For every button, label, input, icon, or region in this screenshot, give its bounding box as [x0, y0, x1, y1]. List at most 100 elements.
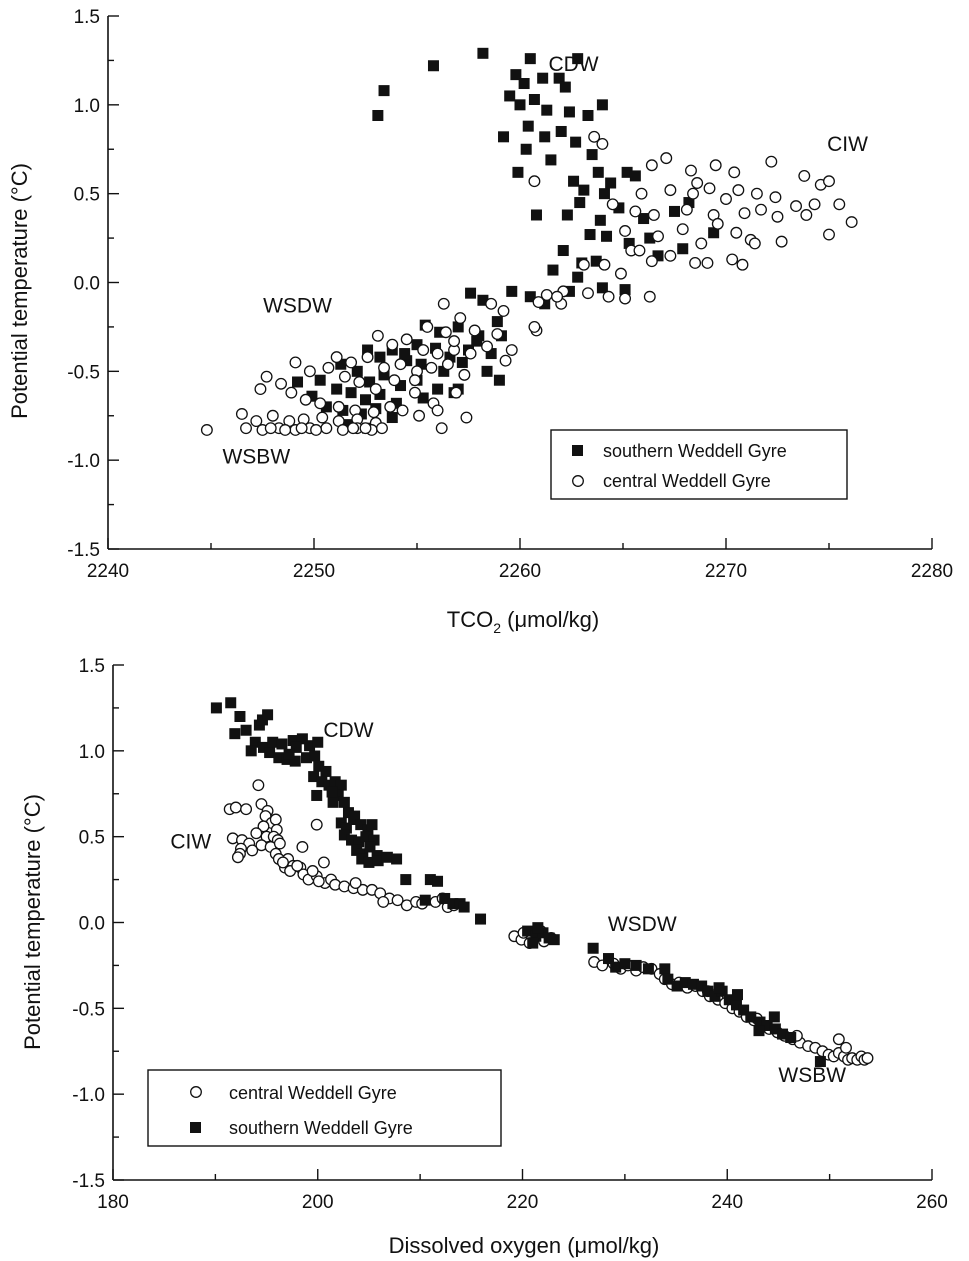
data-point-circle — [602, 290, 615, 303]
data-point-circle — [391, 894, 404, 907]
data-point-square — [401, 355, 413, 367]
data-point-square — [530, 209, 542, 221]
data-point-circle — [769, 191, 782, 204]
data-point-circle — [431, 347, 444, 360]
data-point-circle — [408, 386, 421, 399]
legend-marker-southern — [190, 1122, 201, 1133]
x-tick-label: 2250 — [293, 561, 335, 582]
data-point-square — [456, 356, 468, 368]
data-point-circle — [295, 422, 308, 435]
data-point-square — [578, 184, 590, 196]
data-point-square — [587, 942, 599, 954]
data-point-square — [415, 358, 427, 370]
data-point-circle — [832, 1033, 845, 1046]
data-point-circle — [468, 324, 481, 337]
data-point-circle — [317, 856, 330, 869]
data-point-circle — [647, 209, 660, 221]
data-point-square — [323, 779, 335, 791]
data-point-square — [532, 922, 544, 934]
data-point-square — [257, 741, 269, 753]
data-point-square — [630, 959, 642, 971]
data-point-circle — [229, 801, 242, 814]
data-point-square — [610, 961, 622, 973]
data-point-square — [438, 365, 450, 377]
y-tick-label: -1.0 — [67, 451, 100, 472]
legend-label-central: central Weddell Gyre — [229, 1083, 397, 1103]
data-point-square — [563, 106, 575, 118]
data-point-circle — [388, 374, 401, 387]
data-point-square — [677, 243, 689, 255]
data-point-square — [267, 736, 279, 748]
y-axis: -1.5 -1.0 -0.5 0.0 0.5 1.0 1.5 — [67, 7, 119, 561]
data-point-square — [356, 853, 368, 865]
data-point-circle — [687, 187, 699, 200]
data-point-circle — [596, 137, 609, 150]
data-point-circle — [582, 287, 594, 300]
data-point-square — [586, 149, 598, 161]
data-point-circle — [823, 228, 835, 241]
data-point-circle — [200, 424, 213, 436]
data-point-square — [547, 264, 559, 276]
data-point-circle — [840, 1041, 852, 1054]
data-point-square — [338, 829, 350, 841]
data-point-circle — [338, 370, 351, 383]
data-point-circle — [738, 207, 751, 220]
data-point-circle — [240, 803, 253, 816]
data-point-square — [351, 365, 363, 377]
data-point-square — [345, 387, 357, 399]
data-point-circle — [748, 237, 761, 250]
data-point-circle — [371, 329, 384, 342]
data-point-square — [386, 412, 398, 424]
data-point-circle — [736, 258, 749, 271]
annotation-wsbw: WSBW — [222, 446, 290, 469]
data-point-circle — [396, 404, 409, 417]
data-point-circle — [310, 818, 323, 831]
data-point-square — [528, 94, 540, 106]
x-axis: 2240 2250 2260 2270 2280 — [87, 538, 953, 582]
data-point-square — [362, 344, 374, 356]
data-point-circle — [279, 424, 292, 436]
data-point-circle — [635, 187, 648, 200]
data-point-circle — [798, 169, 811, 182]
data-point-circle — [322, 361, 335, 374]
data-point-square — [355, 408, 367, 420]
data-point-square — [411, 339, 423, 351]
data-point-square — [520, 143, 532, 155]
data-point-circle — [310, 424, 323, 436]
data-point-circle — [377, 895, 390, 908]
data-point-square — [524, 291, 536, 303]
data-point-circle — [273, 837, 286, 850]
data-point-circle — [448, 335, 461, 348]
data-point-square — [313, 760, 325, 772]
data-point-square — [289, 755, 301, 767]
data-point-square — [477, 294, 489, 306]
data-point-circle — [296, 841, 309, 853]
y-tick-label: 0.0 — [79, 914, 105, 935]
y-tick-label: 0.0 — [74, 274, 100, 295]
data-point-circle — [431, 404, 444, 417]
data-point-circle — [252, 779, 265, 792]
annotation-wsdw: WSDW — [608, 913, 677, 936]
data-point-circle — [349, 877, 362, 889]
x-tick-label: 240 — [711, 1192, 743, 1213]
data-point-circle — [485, 297, 498, 310]
data-point-circle — [676, 223, 689, 236]
data-point-square — [557, 245, 569, 257]
data-point-square — [493, 374, 505, 386]
data-point-square — [316, 776, 328, 788]
legend: central Weddell Gyre southern Weddell Gy… — [147, 1069, 502, 1147]
data-point-circle — [369, 383, 382, 396]
data-point-circle — [384, 400, 397, 413]
data-point-square — [518, 78, 530, 90]
data-point-circle — [823, 175, 835, 188]
data-point-square — [290, 741, 302, 753]
data-point-square — [777, 1028, 789, 1040]
data-point-square — [342, 807, 354, 819]
data-point-square — [563, 285, 575, 297]
data-point-circle — [633, 244, 646, 257]
data-point-circle — [652, 230, 664, 243]
data-point-circle — [421, 320, 434, 333]
data-point-circle — [598, 258, 611, 271]
data-point-square — [598, 188, 610, 200]
data-point-square — [351, 844, 363, 856]
